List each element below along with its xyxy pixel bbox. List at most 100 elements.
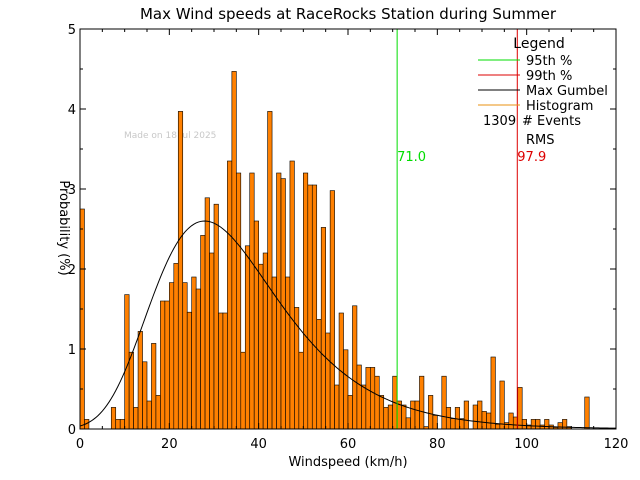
x-tick-label: 100: [514, 437, 539, 452]
histogram-bar: [115, 419, 121, 430]
histogram-bar: [249, 172, 255, 430]
histogram-bar: [110, 407, 117, 430]
histogram-bars: [79, 71, 590, 430]
histogram-bar: [191, 276, 197, 430]
histogram-bar: [231, 71, 237, 430]
histogram-bar: [481, 411, 487, 430]
histogram-bar: [450, 418, 456, 430]
histogram-bar: [289, 160, 295, 430]
y-tick-label: 5: [68, 23, 76, 38]
histogram-bar: [521, 419, 527, 430]
histogram-bar: [133, 407, 139, 430]
histogram-bar: [137, 331, 143, 430]
legend-entry-label: 99th %: [526, 69, 572, 84]
histogram-bar: [454, 407, 460, 430]
histogram-bar: [213, 203, 219, 430]
histogram-bar: [428, 395, 434, 430]
histogram-bar: [378, 395, 385, 430]
histogram-bar: [182, 282, 188, 430]
histogram-bar: [557, 422, 563, 430]
histogram-bar: [186, 311, 192, 430]
percentile-value-label: 71.0: [397, 150, 426, 165]
histogram-bar: [544, 419, 550, 430]
histogram-bar: [361, 384, 367, 430]
histogram-bar: [486, 412, 492, 430]
legend-events-count: 1309: [483, 114, 516, 129]
histogram-bar: [441, 375, 447, 430]
histogram-bar: [495, 423, 501, 430]
histogram-bar: [356, 364, 362, 430]
percentile-lines: 71.0 97.9: [396, 29, 546, 429]
histogram-bar: [267, 111, 273, 430]
y-axis-ticks: 0 1 2 3 4 5: [68, 23, 616, 438]
histogram-bar: [316, 319, 322, 430]
histogram-bar: [119, 419, 125, 430]
histogram-bar: [142, 361, 148, 430]
histogram-bar: [387, 404, 393, 430]
chart-title: Max Wind speeds at RaceRocks Station dur…: [140, 5, 557, 23]
histogram-bar: [280, 178, 286, 430]
histogram-bar: [128, 351, 134, 430]
histogram-bar: [334, 384, 340, 430]
x-tick-label: 80: [429, 437, 446, 452]
x-tick-label: 40: [250, 437, 267, 452]
legend-entry-label: 95th %: [526, 54, 572, 69]
histogram-bar: [160, 300, 166, 430]
y-tick-label: 4: [68, 103, 76, 118]
histogram-bar: [218, 312, 224, 430]
histogram-bar: [209, 252, 215, 430]
x-axis-ticks: 0 20 40 60 80 100 120: [76, 29, 629, 452]
legend-rms-label: RMS: [526, 133, 555, 148]
histogram-bar: [463, 400, 469, 430]
histogram-bar: [517, 387, 523, 430]
histogram-bar: [222, 312, 228, 430]
histogram-bar: [370, 367, 376, 430]
histogram-bar: [508, 412, 514, 430]
x-tick-label: 120: [604, 437, 629, 452]
histogram-bar: [155, 395, 161, 430]
histogram-bar: [200, 235, 206, 430]
histogram-bar: [325, 332, 331, 430]
histogram-bar: [253, 220, 259, 430]
histogram-bar: [244, 245, 251, 430]
x-tick-label: 0: [76, 437, 84, 452]
x-axis-label: Windspeed (km/h): [288, 455, 407, 470]
histogram-bar: [414, 400, 420, 430]
histogram-bar: [352, 305, 358, 430]
histogram-bar: [320, 227, 326, 430]
histogram-bar: [472, 404, 478, 430]
percentile-value-label: 97.9: [517, 150, 546, 165]
y-axis-label: Probability (%): [56, 180, 71, 275]
y-tick-label: 3: [68, 183, 76, 198]
y-tick-label: 1: [68, 343, 76, 358]
histogram-bar: [383, 407, 389, 430]
histogram-bar: [146, 400, 152, 430]
histogram-bar: [343, 349, 349, 430]
histogram-bar: [365, 367, 371, 430]
histogram-bar: [151, 343, 157, 430]
histogram-bar: [169, 282, 175, 430]
histogram-bar: [504, 422, 510, 430]
histogram-bar: [271, 276, 277, 430]
histogram-bar: [329, 190, 335, 430]
histogram-bar: [311, 184, 318, 430]
histogram-bar: [535, 419, 541, 430]
histogram-bar: [584, 396, 590, 430]
y-tick-label: 0: [68, 423, 76, 438]
histogram-bar: [204, 197, 210, 430]
histogram-bar: [307, 184, 313, 430]
histogram-bar: [374, 375, 380, 430]
histogram-bar: [539, 424, 545, 430]
legend-entry-label: Max Gumbel: [526, 84, 608, 99]
histogram-bar: [490, 356, 496, 430]
histogram-bar: [303, 172, 309, 430]
x-tick-label: 60: [340, 437, 357, 452]
y-tick-label: 2: [68, 263, 76, 278]
histogram-bar: [285, 276, 291, 430]
legend-entry-label: Histogram: [526, 99, 593, 114]
x-tick-label: 20: [161, 437, 178, 452]
histogram-bar: [499, 380, 505, 430]
histogram-bar: [419, 375, 425, 430]
legend-events-label: # Events: [522, 114, 581, 129]
